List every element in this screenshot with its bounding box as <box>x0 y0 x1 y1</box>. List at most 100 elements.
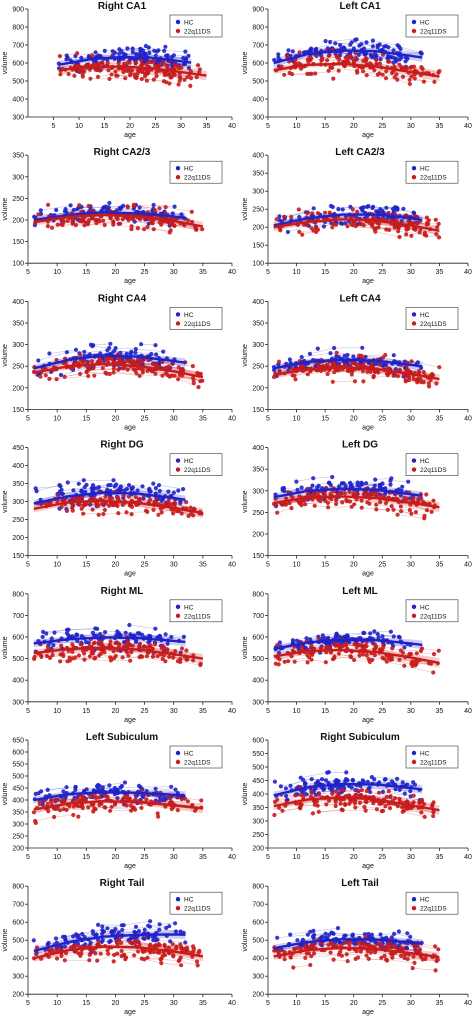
data-point <box>138 374 142 378</box>
data-point <box>332 656 336 660</box>
data-point <box>362 631 366 635</box>
x-tick-label: 40 <box>464 708 472 715</box>
y-tick-label: 250 <box>12 364 24 371</box>
data-point <box>190 210 194 214</box>
y-tick-label: 250 <box>252 364 264 371</box>
data-point <box>332 370 336 374</box>
data-point <box>367 502 371 506</box>
data-point <box>96 504 100 508</box>
trajectory-line <box>404 811 421 813</box>
x-tick-label: 5 <box>26 562 30 569</box>
data-point <box>401 810 405 814</box>
x-tick-label: 15 <box>82 415 90 422</box>
data-point <box>337 69 341 73</box>
y-tick-label: 250 <box>12 196 24 203</box>
data-point <box>288 357 292 361</box>
data-point <box>289 506 293 510</box>
x-axis-label: age <box>362 278 374 285</box>
data-point <box>313 504 317 508</box>
data-point <box>282 486 286 490</box>
data-point <box>286 230 290 234</box>
x-tick-label: 25 <box>378 269 386 276</box>
data-point <box>300 233 304 237</box>
data-point <box>283 660 287 664</box>
data-point <box>95 627 99 631</box>
data-point <box>145 654 149 658</box>
legend-marker-hc <box>176 605 180 609</box>
data-point <box>331 77 335 81</box>
x-tick-label: 15 <box>82 708 90 715</box>
data-point <box>407 378 411 382</box>
y-axis-label: volume <box>2 636 9 659</box>
data-point <box>148 925 152 929</box>
data-point <box>164 205 168 209</box>
data-point <box>390 646 394 650</box>
data-point <box>36 358 40 362</box>
x-tick-label: 10 <box>293 708 301 715</box>
data-point <box>116 368 120 372</box>
data-point <box>71 813 75 817</box>
y-tick-label: 150 <box>252 243 264 250</box>
data-point <box>87 958 91 962</box>
data-point <box>424 234 428 238</box>
data-point <box>280 809 284 813</box>
data-point <box>353 38 357 42</box>
data-point <box>383 777 387 781</box>
data-point <box>361 69 365 73</box>
data-point <box>103 371 107 375</box>
data-point <box>71 509 75 513</box>
legend-label-hc: HC <box>420 166 430 173</box>
data-point <box>397 235 401 239</box>
data-point <box>381 73 385 77</box>
x-tick-label: 15 <box>82 269 90 276</box>
x-tick-label: 5 <box>266 708 270 715</box>
data-point <box>336 207 340 211</box>
data-point <box>359 643 363 647</box>
data-point <box>99 952 103 956</box>
data-point <box>144 44 148 48</box>
data-point <box>312 206 316 210</box>
data-point <box>118 786 122 790</box>
legend-label-22q11ds: 22q11DS <box>184 29 211 36</box>
data-point <box>300 355 304 359</box>
data-point <box>308 352 312 356</box>
data-point <box>399 509 403 513</box>
data-point <box>178 660 182 664</box>
y-tick-label: 500 <box>252 79 264 86</box>
trajectory-line <box>159 485 183 489</box>
x-tick-label: 20 <box>350 415 358 422</box>
data-point <box>372 777 376 781</box>
data-point <box>397 63 401 67</box>
data-point <box>139 654 143 658</box>
panel-title: Right ML <box>101 586 144 597</box>
data-point <box>158 922 162 926</box>
y-axis-label: volume <box>2 198 9 221</box>
data-point <box>52 815 56 819</box>
x-tick-label: 20 <box>112 415 120 422</box>
data-point <box>153 343 157 347</box>
legend-marker-22q11ds <box>176 321 180 325</box>
data-point <box>134 347 138 351</box>
data-point <box>360 788 364 792</box>
legend-marker-hc <box>412 458 416 462</box>
legend-label-hc: HC <box>420 751 430 758</box>
data-point <box>114 482 118 486</box>
y-tick-label: 400 <box>12 299 24 306</box>
legend-marker-hc <box>176 312 180 316</box>
panel-title: Right Subiculum <box>320 732 400 743</box>
x-tick-label: 10 <box>293 854 301 861</box>
data-point <box>134 60 138 64</box>
y-tick-label: 200 <box>12 385 24 392</box>
x-tick-label: 15 <box>82 854 90 861</box>
data-point <box>395 206 399 210</box>
legend-label-22q11ds: 22q11DS <box>420 29 447 36</box>
legend-marker-22q11ds <box>176 467 180 471</box>
data-point <box>396 513 400 517</box>
data-point <box>108 342 112 346</box>
